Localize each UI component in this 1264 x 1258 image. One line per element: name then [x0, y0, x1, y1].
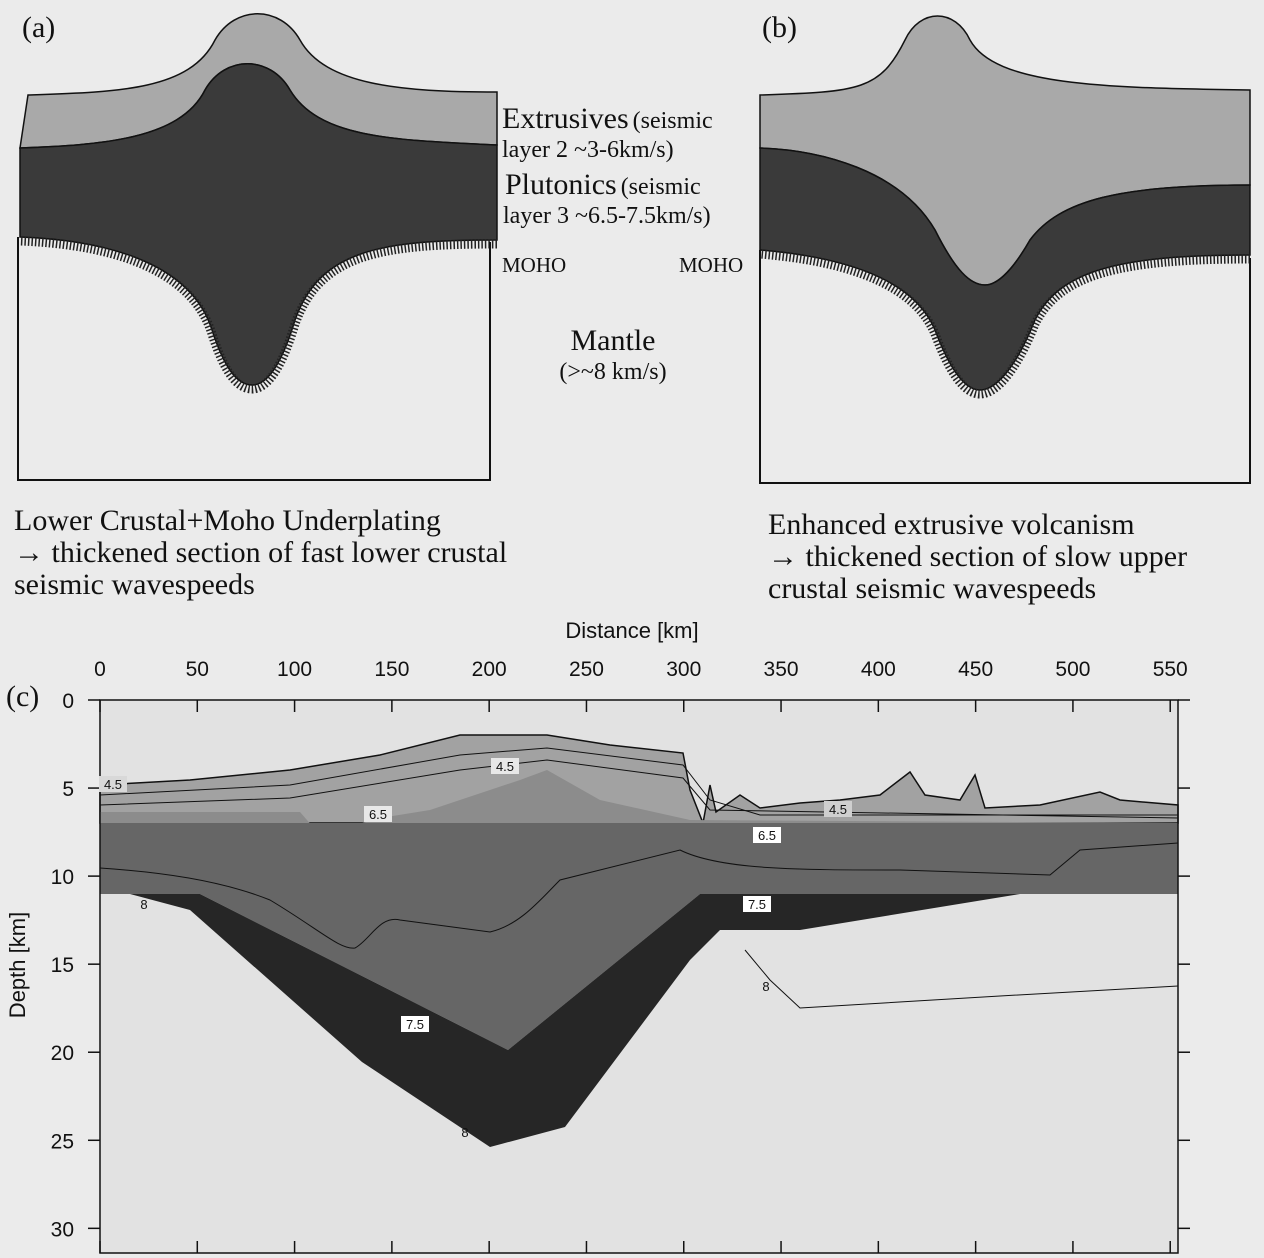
panel-label: (a)	[22, 11, 55, 44]
x-tick-label: 550	[1153, 658, 1188, 681]
layer-speed: layer 2 ~3-6km/s)	[502, 137, 674, 163]
x-tick-label: 400	[861, 658, 896, 681]
y-tick-label: 0	[62, 690, 74, 713]
moho-label: MOHO	[679, 253, 743, 277]
layer-label: Extrusives (seismic	[502, 102, 713, 135]
x-tick-label: 0	[94, 658, 106, 681]
layer-note: (seismic	[621, 174, 701, 200]
y-axis-title: Depth [km]	[5, 912, 30, 1018]
contour-label: 8	[762, 979, 769, 994]
x-tick-label: 500	[1055, 658, 1090, 681]
contour-label: 7.5	[748, 897, 766, 912]
x-axis-title: Distance [km]	[565, 618, 698, 643]
y-tick-label: 30	[51, 1218, 74, 1241]
x-tick-label: 300	[666, 658, 701, 681]
panel-a: (a) Lower Crustal+Moho Underplating → th…	[14, 11, 507, 601]
caption-line: Enhanced extrusive volcanism	[768, 508, 1135, 541]
mantle-label: Mantle	[571, 324, 656, 357]
moho-label: MOHO	[502, 253, 566, 277]
layer-speed: layer 3 ~6.5-7.5km/s)	[503, 203, 711, 229]
x-tick-label: 250	[569, 658, 604, 681]
x-tick-label: 350	[764, 658, 799, 681]
legend: Extrusives (seismic layer 2 ~3-6km/s) Pl…	[502, 102, 743, 385]
contour-label: 8	[140, 897, 147, 912]
contour-label: 6.5	[369, 807, 387, 822]
contour-label: 8	[461, 1125, 468, 1140]
y-tick-label: 20	[51, 1042, 74, 1065]
layer-name: Extrusives	[502, 102, 629, 135]
y-tick-label: 25	[51, 1130, 74, 1153]
layer-note: (seismic	[633, 108, 713, 134]
panel-label: (b)	[762, 11, 797, 44]
caption-line: → thickened section of slow upper	[768, 540, 1187, 573]
y-tick-label: 10	[51, 866, 74, 889]
layer-name: Plutonics	[505, 168, 617, 201]
x-tick-label: 50	[186, 658, 209, 681]
caption-line: Lower Crustal+Moho Underplating	[14, 504, 441, 537]
figure: (a) Lower Crustal+Moho Underplating → th…	[0, 0, 1264, 1258]
mantle-speed: (>~8 km/s)	[559, 359, 666, 385]
contour-label: 6.5	[758, 828, 776, 843]
caption-line: seismic wavespeeds	[14, 568, 255, 601]
x-tick-label: 100	[277, 658, 312, 681]
contour-label: 4.5	[104, 777, 122, 792]
contour-label: 7.5	[406, 1017, 424, 1032]
panel-label: (c)	[6, 680, 39, 713]
contour-label: 4.5	[829, 802, 847, 817]
y-tick-label: 5	[62, 778, 74, 801]
x-tick-label: 200	[472, 658, 507, 681]
panel-b: (b) Enhanced extrusive volcanism → thick…	[760, 11, 1250, 605]
x-tick-label: 450	[958, 658, 993, 681]
contour-label: 4.5	[496, 759, 514, 774]
layer-label: Plutonics (seismic	[505, 168, 701, 201]
x-tick-label: 150	[374, 658, 409, 681]
caption-line: crustal seismic wavespeeds	[768, 572, 1096, 605]
caption-line: → thickened section of fast lower crusta…	[14, 536, 507, 569]
y-tick-label: 15	[51, 954, 74, 977]
